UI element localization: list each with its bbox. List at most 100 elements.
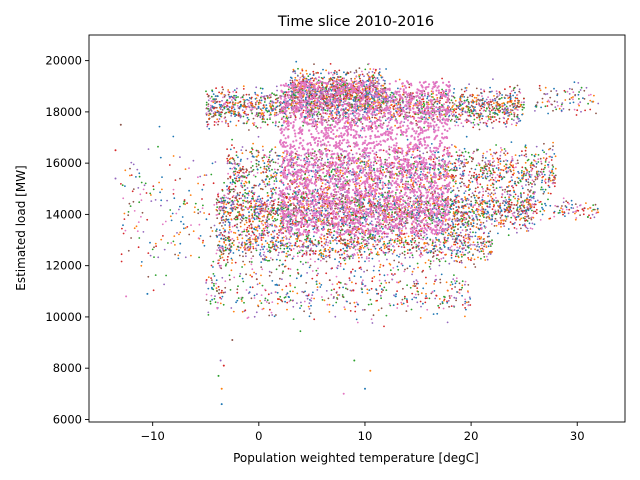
scatter-point [268, 170, 271, 172]
scatter-point [229, 177, 232, 179]
scatter-point [468, 120, 471, 123]
scatter-point [375, 151, 378, 154]
scatter-point [282, 184, 285, 186]
scatter-point [292, 68, 295, 71]
scatter-point [491, 161, 494, 164]
scatter-point [523, 154, 526, 157]
scatter-point [469, 106, 471, 109]
scatter-point [384, 161, 387, 164]
scatter-point [359, 79, 362, 82]
scatter-point [269, 161, 271, 164]
scatter-point [231, 99, 233, 101]
scatter-point [327, 89, 330, 92]
scatter-point [451, 218, 454, 221]
scatter-point [372, 164, 375, 167]
scatter-point [277, 168, 279, 171]
scatter-point [250, 104, 253, 107]
scatter-point [358, 184, 361, 187]
scatter-point [464, 184, 467, 187]
scatter-point [250, 150, 253, 153]
scatter-point [380, 76, 383, 79]
scatter-point [356, 112, 358, 115]
scatter-point [211, 89, 214, 92]
scatter-point [542, 168, 545, 171]
scatter-point [497, 164, 499, 166]
scatter-point [378, 106, 381, 109]
scatter-point [506, 201, 509, 203]
scatter-point [504, 188, 507, 191]
scatter-point [468, 111, 471, 114]
scatter-point [368, 76, 370, 78]
scatter-point [257, 151, 260, 154]
scatter-point [275, 102, 277, 104]
scatter-point [216, 118, 219, 121]
scatter-point [308, 96, 311, 98]
scatter-point [227, 102, 229, 105]
scatter-point [469, 95, 471, 97]
scatter-point [268, 102, 271, 105]
scatter-point [426, 97, 428, 100]
scatter-point [362, 113, 364, 116]
scatter-point [248, 190, 251, 193]
scatter-point [338, 114, 341, 116]
scatter-point [458, 149, 461, 152]
scatter-point [308, 119, 311, 121]
scatter-point [311, 108, 313, 111]
scatter-point [208, 117, 211, 120]
scatter-point [363, 106, 366, 108]
scatter-point [456, 116, 459, 119]
scatter-point [221, 99, 223, 102]
scatter-point [237, 96, 239, 98]
scatter-point [473, 118, 476, 121]
scatter-point [478, 128, 481, 131]
scatter-point [240, 184, 242, 187]
scatter-point [475, 87, 478, 90]
scatter-point [357, 115, 360, 118]
scatter-point [536, 178, 539, 180]
scatter-point [396, 111, 398, 114]
scatter-point [207, 95, 210, 98]
scatter-point [398, 186, 401, 188]
scatter-point [327, 117, 330, 120]
scatter-point [412, 104, 415, 107]
scatter-point [218, 111, 221, 114]
scatter-point [491, 155, 494, 157]
scatter-point [481, 159, 484, 162]
scatter-point [430, 93, 433, 95]
scatter-point [550, 159, 553, 161]
scatter-point [385, 91, 388, 94]
scatter-point [211, 105, 214, 108]
scatter-point [459, 154, 461, 157]
scatter-point [451, 163, 454, 165]
scatter-point [233, 94, 236, 97]
scatter-point [465, 135, 468, 138]
scatter-point [241, 109, 244, 112]
scatter-point [257, 154, 260, 157]
scatter-point [311, 175, 314, 178]
scatter-point [498, 91, 501, 93]
scatter-point [277, 125, 280, 128]
scatter-point [486, 175, 489, 178]
scatter-point [488, 167, 491, 169]
scatter-point [365, 87, 368, 90]
scatter-point [286, 117, 289, 120]
scatter-point [306, 160, 308, 163]
scatter-point [326, 219, 328, 222]
scatter-point [511, 173, 514, 176]
scatter-point [344, 88, 346, 90]
scatter-point [428, 115, 431, 117]
scatter-point [509, 95, 512, 98]
scatter-point [330, 86, 332, 89]
scatter-point [506, 112, 509, 115]
scatter-point [468, 101, 470, 104]
scatter-point [484, 168, 487, 170]
scatter-point [463, 161, 465, 164]
scatter-point [320, 159, 323, 162]
scatter-point [481, 173, 484, 176]
scatter-point [374, 185, 377, 188]
scatter-point [281, 124, 284, 127]
scatter-point [497, 109, 500, 111]
scatter-point [392, 108, 395, 111]
scatter-point [239, 116, 242, 119]
scatter-point [351, 153, 354, 156]
